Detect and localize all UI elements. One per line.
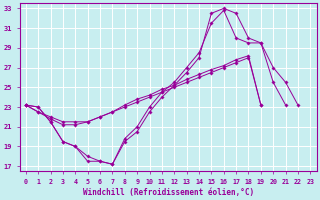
X-axis label: Windchill (Refroidissement éolien,°C): Windchill (Refroidissement éolien,°C) <box>83 188 254 197</box>
